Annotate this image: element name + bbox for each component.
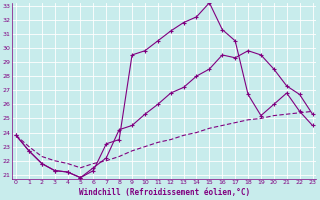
X-axis label: Windchill (Refroidissement éolien,°C): Windchill (Refroidissement éolien,°C) (79, 188, 250, 197)
